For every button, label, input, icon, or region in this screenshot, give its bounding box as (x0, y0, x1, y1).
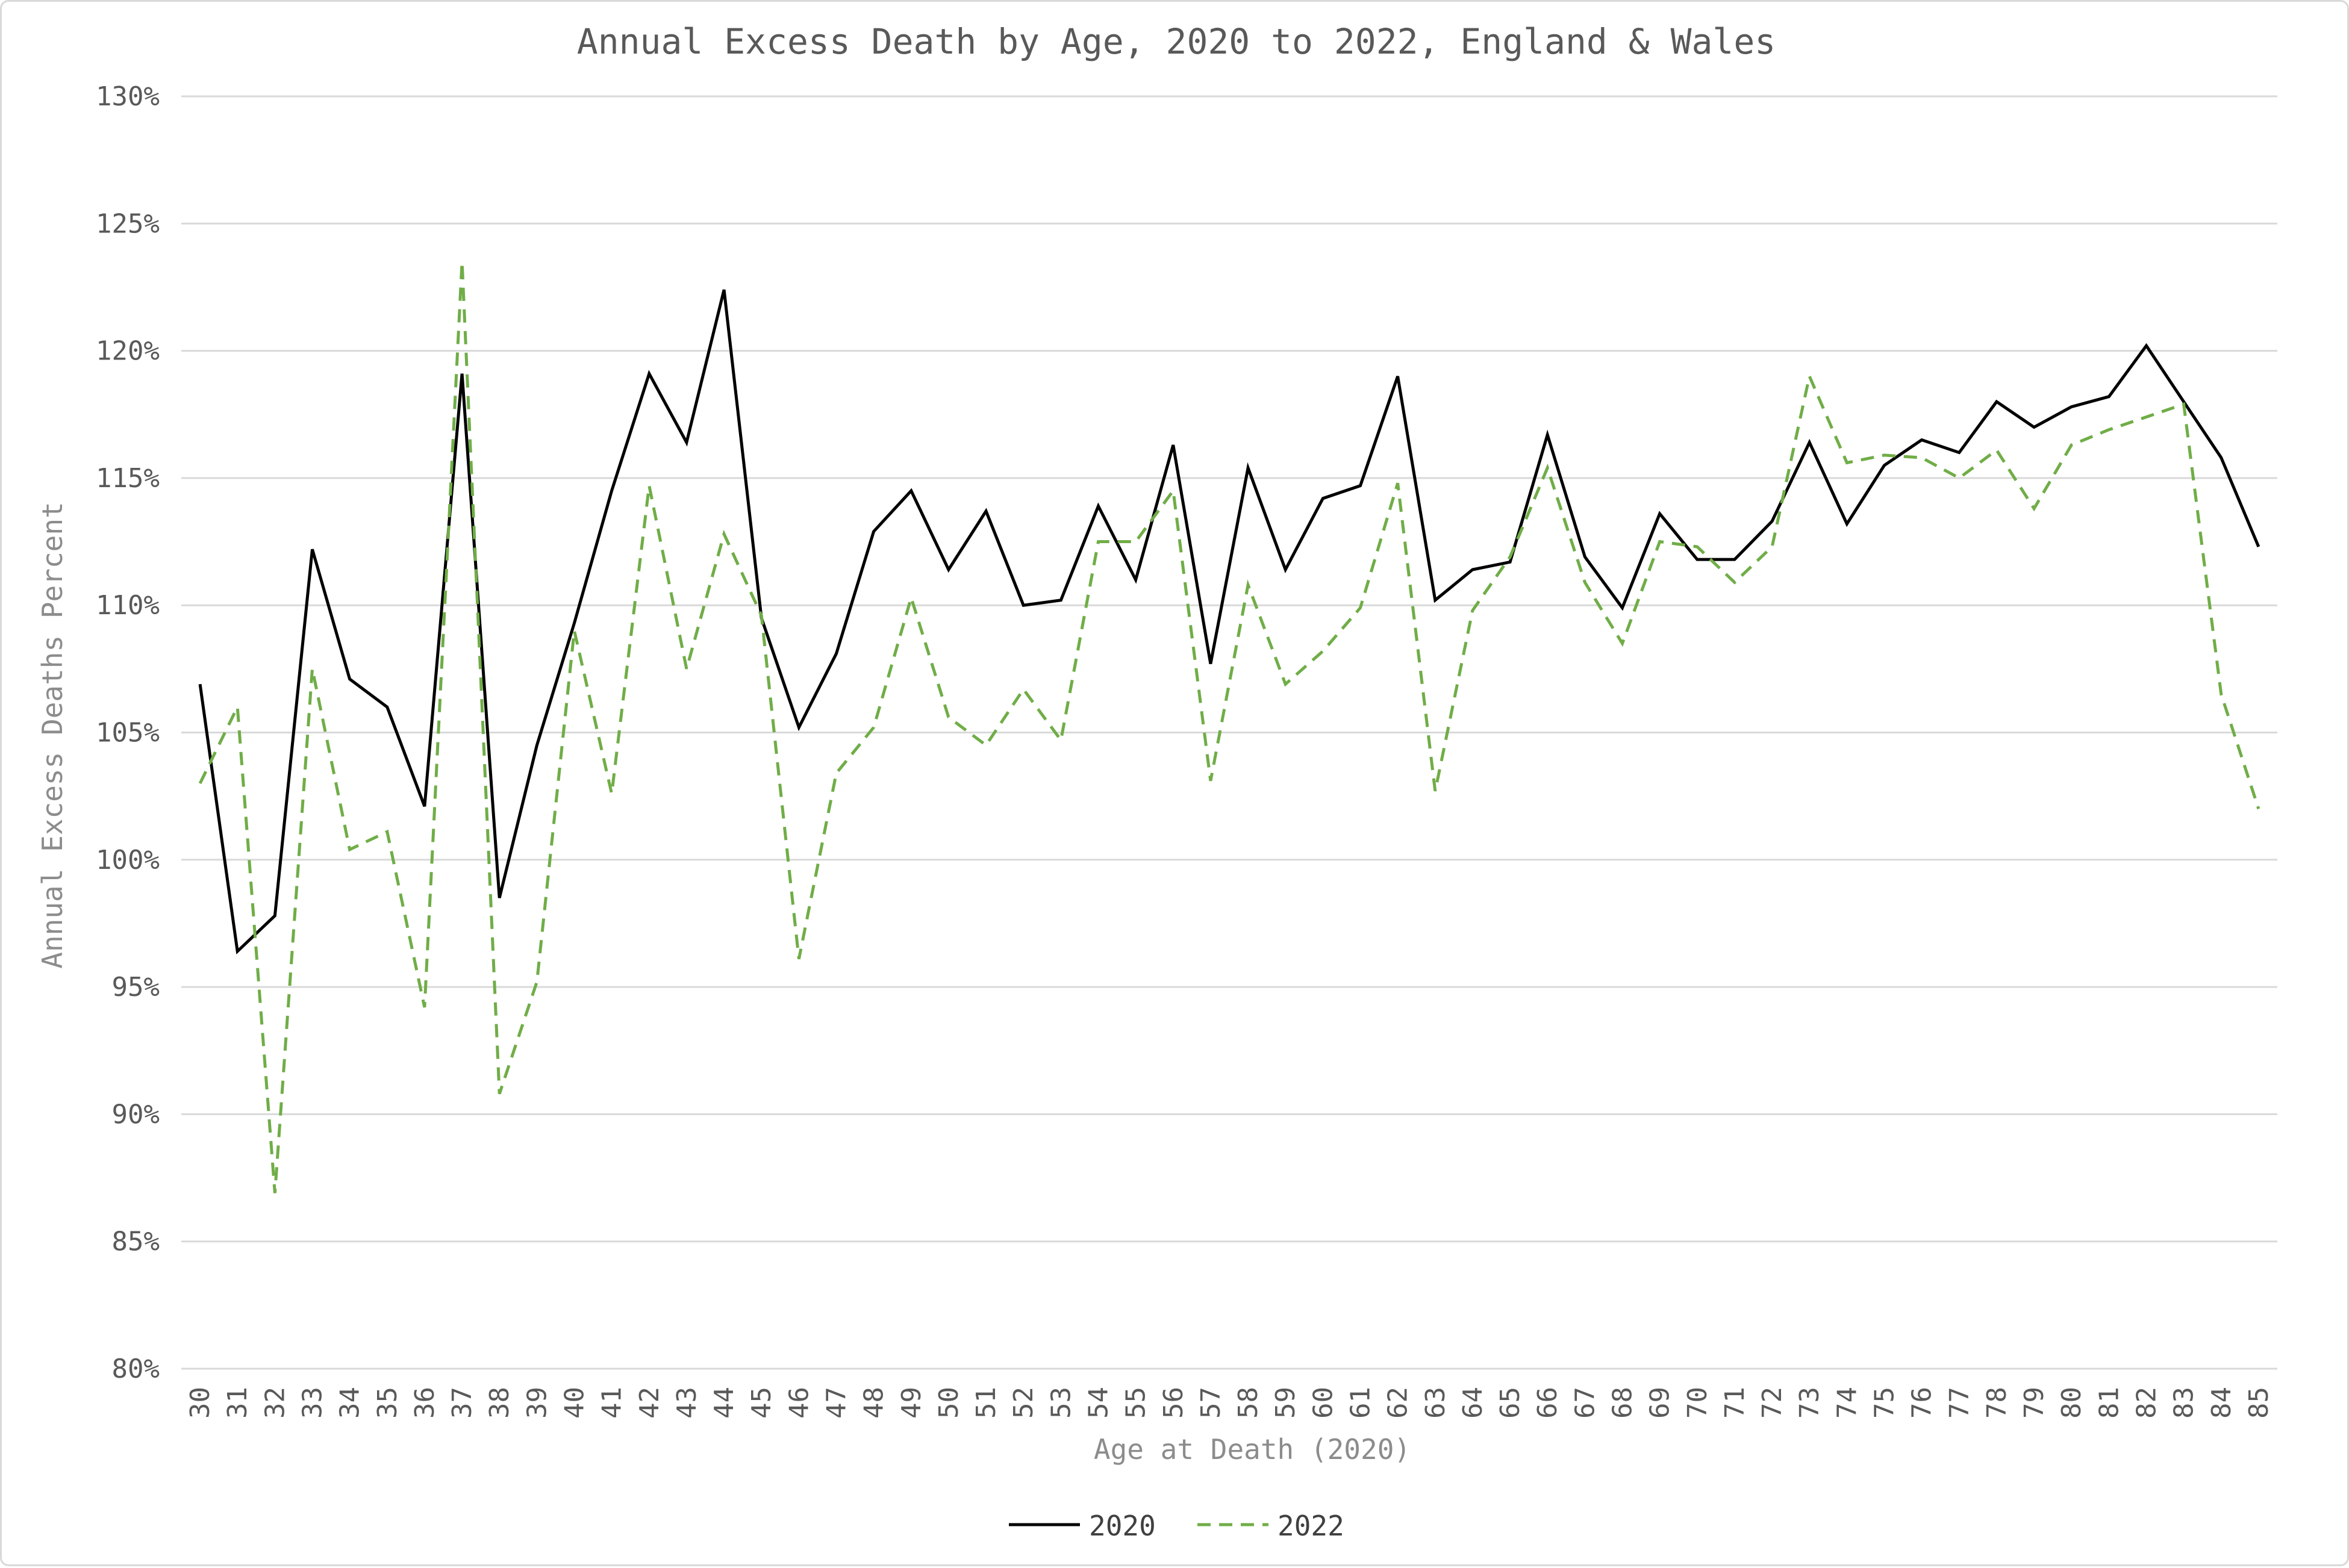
x-tick-label: 65 (1495, 1387, 1526, 1419)
y-axis-ticks: 80% 85% 90% 95% 100% 105% 110% 115% 120% 125% 130% (96, 81, 160, 1384)
x-tick-label: 30 (185, 1387, 216, 1419)
gridlines (181, 95, 2277, 1370)
x-tick-label: 41 (597, 1387, 628, 1419)
x-tick-label: 55 (1121, 1387, 1152, 1419)
x-tick-label: 42 (634, 1387, 665, 1419)
x-tick-label: 52 (1008, 1387, 1039, 1419)
x-tick-label: 73 (1794, 1387, 1825, 1419)
x-tick-label: 40 (560, 1387, 590, 1419)
x-tick-label: 44 (709, 1387, 740, 1419)
x-tick-label: 76 (1907, 1387, 1938, 1419)
x-tick-label: 84 (2206, 1387, 2237, 1419)
x-axis-label: Age at Death (2020) (1094, 1433, 1411, 1466)
x-tick-label: 62 (1383, 1387, 1414, 1419)
x-tick-label: 75 (1870, 1387, 1900, 1419)
x-tick-label: 56 (1158, 1387, 1189, 1419)
x-tick-label: 67 (1570, 1387, 1600, 1419)
x-tick-label: 33 (298, 1387, 328, 1419)
x-tick-label: 64 (1458, 1387, 1488, 1419)
y-tick-label: 90% (112, 1099, 160, 1130)
y-axis-label: Annual Excess Deaths Percent (36, 502, 69, 968)
x-tick-label: 83 (2169, 1387, 2200, 1419)
x-tick-label: 35 (372, 1387, 403, 1419)
x-tick-label: 49 (896, 1387, 927, 1419)
chart-title: Annual Excess Death by Age, 2020 to 2022… (577, 21, 1776, 62)
y-tick-label: 105% (96, 718, 160, 748)
y-tick-label: 110% (96, 590, 160, 621)
y-tick-label: 85% (112, 1227, 160, 1257)
legend-label-2020: 2020 (1089, 1510, 1156, 1542)
x-tick-label: 50 (934, 1387, 964, 1419)
x-tick-label: 78 (1982, 1387, 2012, 1419)
x-tick-label: 80 (2056, 1387, 2087, 1419)
x-tick-label: 69 (1645, 1387, 1676, 1419)
x-axis-ticks: 30 31 32 33 34 35 36 37 38 39 40 41 42 43 44 45 46 47 48 49… (185, 1387, 2274, 1419)
x-tick-label: 59 (1270, 1387, 1301, 1419)
x-tick-label: 66 (1532, 1387, 1563, 1419)
legend-label-2022: 2022 (1277, 1510, 1344, 1542)
x-tick-label: 48 (859, 1387, 890, 1419)
series-lines (198, 261, 2260, 1193)
x-tick-label: 51 (971, 1387, 1002, 1419)
y-tick-label: 80% (112, 1354, 160, 1384)
x-tick-label: 54 (1084, 1387, 1114, 1419)
x-tick-label: 85 (2244, 1387, 2274, 1419)
x-tick-label: 68 (1608, 1387, 1638, 1419)
series-line-2020 (198, 289, 2260, 955)
x-tick-label: 72 (1757, 1387, 1788, 1419)
x-tick-label: 74 (1832, 1387, 1862, 1419)
x-tick-label: 58 (1233, 1387, 1264, 1419)
x-tick-label: 36 (410, 1387, 440, 1419)
y-tick-label: 115% (96, 463, 160, 494)
legend: 2020 2022 (1009, 1510, 1344, 1542)
x-tick-label: 46 (784, 1387, 814, 1419)
y-tick-label: 100% (96, 845, 160, 876)
y-tick-label: 120% (96, 336, 160, 367)
series-line-2022 (198, 261, 2260, 1193)
x-tick-label: 53 (1046, 1387, 1076, 1419)
x-tick-label: 77 (1944, 1387, 1975, 1419)
x-tick-label: 45 (746, 1387, 777, 1419)
x-tick-label: 43 (672, 1387, 702, 1419)
x-tick-label: 47 (822, 1387, 852, 1419)
y-tick-label: 95% (112, 972, 160, 1003)
x-tick-label: 31 (222, 1387, 253, 1419)
x-tick-label: 37 (447, 1387, 478, 1419)
x-tick-label: 39 (522, 1387, 552, 1419)
x-tick-label: 63 (1420, 1387, 1451, 1419)
x-tick-label: 38 (484, 1387, 515, 1419)
x-tick-label: 34 (335, 1387, 366, 1419)
x-tick-label: 82 (2132, 1387, 2162, 1419)
x-tick-label: 71 (1720, 1387, 1750, 1419)
x-tick-label: 32 (260, 1387, 290, 1419)
x-tick-label: 61 (1346, 1387, 1376, 1419)
y-tick-label: 130% (96, 81, 160, 112)
x-tick-label: 60 (1308, 1387, 1338, 1419)
x-tick-label: 79 (2019, 1387, 2050, 1419)
x-tick-label: 81 (2094, 1387, 2124, 1419)
x-tick-label: 57 (1196, 1387, 1226, 1419)
x-tick-label: 70 (1682, 1387, 1713, 1419)
y-tick-label: 125% (96, 208, 160, 239)
